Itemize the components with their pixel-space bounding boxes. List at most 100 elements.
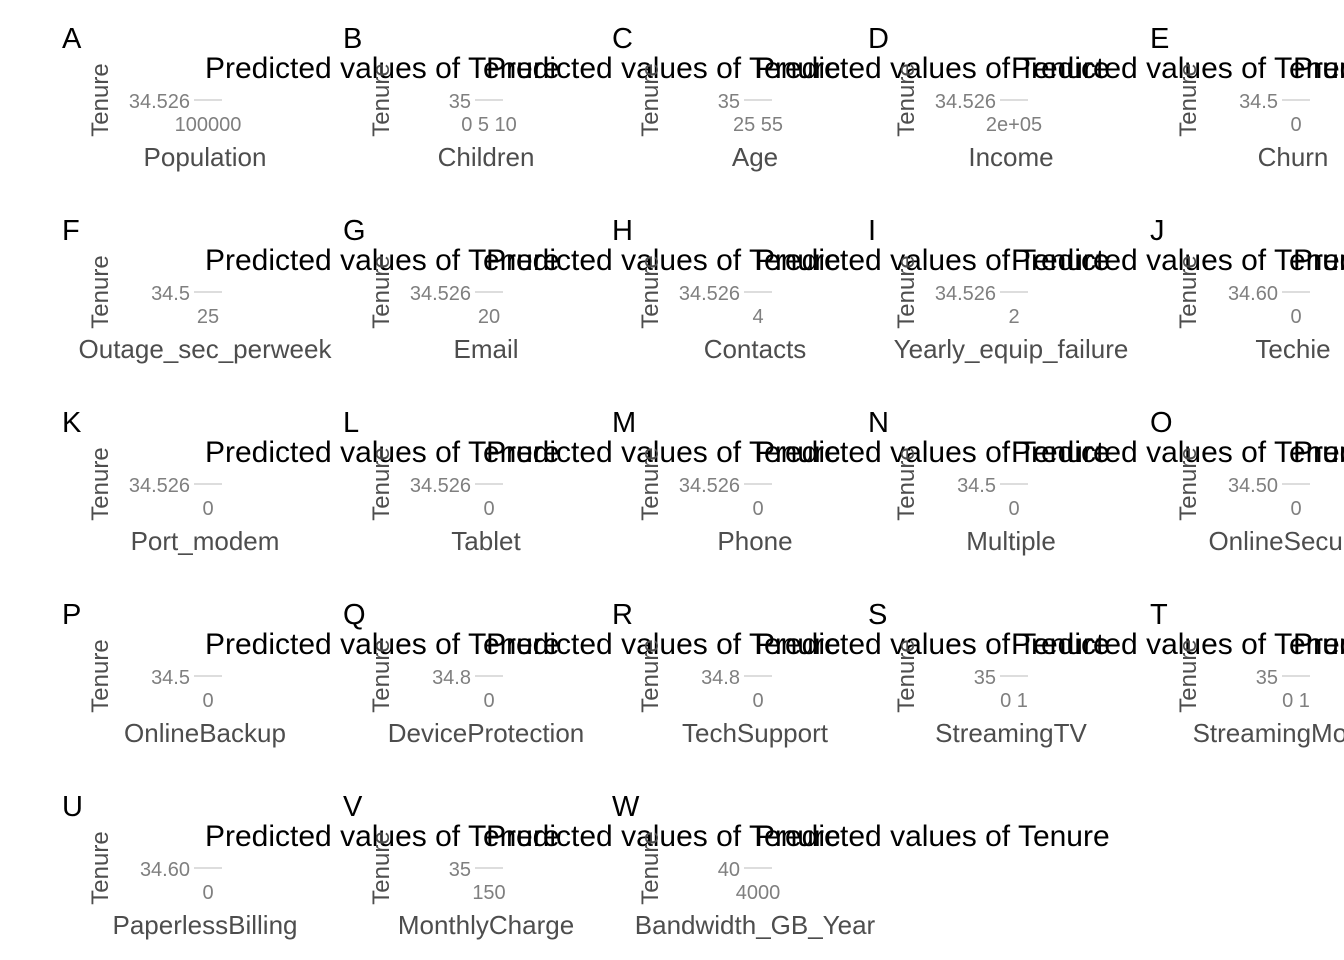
y-axis-label: Tenure [893,447,920,520]
panel-tag: D [868,23,889,55]
panel-title: Predicted values of Tenure [1293,628,1344,661]
x-axis-label: StreamingTV [935,718,1087,748]
panel-tag: R [612,599,633,631]
y-tick-label: 35 [449,91,471,113]
x-axis-label: Multiple [966,526,1056,556]
x-axis-label: StreamingMovies [1193,718,1344,748]
x-tick-label: 0 [1290,306,1301,328]
y-axis-label: Tenure [87,255,114,328]
y-axis-label: Tenure [368,63,395,136]
x-tick-label: 4000 [736,882,781,904]
panel: J Predicted values of Tenure Tenure 34.60 0 T… [1150,215,1344,364]
y-axis-label: Tenure [1175,447,1202,520]
panel-tag: Q [343,599,366,631]
panel: D Predicted values of Tenure Tenure 34.5262… [868,23,1344,172]
panel-tag: E [1150,23,1169,55]
panel-title: Predicted values of Tenure [205,244,560,277]
x-tick-label: 0 [202,690,213,712]
panel-title: Predicted values of Tenure [755,820,1110,853]
panel-title: Predicted values of Tenure [1011,628,1344,661]
x-tick-label: 0 [483,498,494,520]
y-axis-label: Tenure [87,63,114,136]
y-tick-label: 34.5 [151,667,190,689]
x-tick-label: 0 1 [1282,690,1310,712]
x-tick-label: 0 [752,498,763,520]
panel-title: Predicted values of Tenure [1293,52,1344,85]
y-axis-label: Tenure [87,447,114,520]
x-tick-label: 0 1 [1000,690,1028,712]
x-tick-label: 0 5 10 [461,114,517,136]
y-tick-label: 34.60 [1228,283,1278,305]
x-tick-label: 0 [752,690,763,712]
y-tick-label: 34.60 [140,859,190,881]
x-axis-label: Churn [1258,142,1329,172]
panel-tag: S [868,599,887,631]
y-axis-label: Tenure [1175,63,1202,136]
panel: E Predicted values of Tenure Tenure 34.5 0 Ch… [1150,23,1344,172]
y-tick-label: 34.526 [410,475,471,497]
panel-title: Predicted values of Tenure [205,436,560,469]
x-tick-label: 0 [483,690,494,712]
x-tick-label: 150 [472,882,505,904]
x-axis-label: DeviceProtection [388,718,585,748]
y-axis-label: Tenure [368,255,395,328]
y-tick-label: 34.526 [679,283,740,305]
y-tick-label: 34.5 [957,475,996,497]
y-tick-label: 34.8 [701,667,740,689]
x-tick-label: 2e+05 [986,114,1042,136]
x-tick-label: 0 [202,498,213,520]
panel-tag: G [343,215,366,247]
panel-tag: M [612,407,636,439]
panel-title: Predicted values of Tenure [1293,436,1344,469]
x-axis-label: Population [144,142,267,172]
panel-tag: P [62,599,81,631]
y-axis-label: Tenure [893,63,920,136]
x-tick-label: 2 [1008,306,1019,328]
x-axis-label: Tablet [451,526,521,556]
panel-title: Predicted values of Tenure [1011,52,1344,85]
panel-tag: J [1150,215,1165,247]
y-tick-label: 34.5 [1239,91,1278,113]
x-axis-label: Email [453,334,518,364]
y-axis-label: Tenure [368,447,395,520]
y-axis-label: Tenure [1175,255,1202,328]
x-axis-label: PaperlessBilling [113,910,298,940]
y-axis-label: Tenure [637,255,664,328]
y-tick-label: 34.5 [151,283,190,305]
y-axis-label: Tenure [368,639,395,712]
panel-tag: A [62,23,82,55]
x-axis-label: Children [438,142,535,172]
x-tick-label: 0 [1290,114,1301,136]
x-axis-label: TechSupport [682,718,829,748]
panel-title: Predicted values of Tenure [486,436,841,469]
x-tick-label: 25 [197,306,219,328]
panel-tag: W [612,791,640,823]
y-axis-label: Tenure [87,639,114,712]
y-axis-label: Tenure [1175,639,1202,712]
x-axis-label: Outage_sec_perweek [79,334,333,364]
panel-title: Predicted values of Tenure [755,244,1110,277]
y-tick-label: 35 [449,859,471,881]
panel-tag: V [343,791,363,823]
x-tick-label: 0 [202,882,213,904]
panel-title: Predicted values of Tenure [755,628,1110,661]
y-axis-label: Tenure [87,831,114,904]
y-tick-label: 35 [718,91,740,113]
x-axis-label: Techie [1255,334,1330,364]
panel-tag: F [62,215,80,247]
x-tick-label: 4 [752,306,763,328]
x-axis-label: Yearly_equip_failure [894,334,1129,364]
y-axis-label: Tenure [637,639,664,712]
panel-tag: O [1150,407,1173,439]
y-axis-label: Tenure [893,255,920,328]
panel-title: Predicted values of Tenure [205,628,560,661]
y-tick-label: 35 [1256,667,1278,689]
